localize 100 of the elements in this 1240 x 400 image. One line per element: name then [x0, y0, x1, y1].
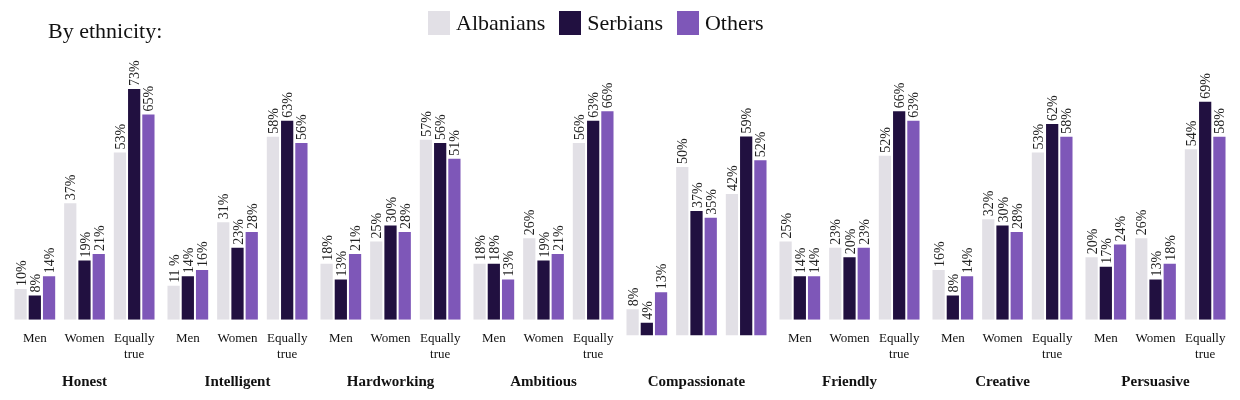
data-label: 28%	[1009, 202, 1025, 229]
data-label: 18%	[472, 234, 488, 261]
data-label: 18%	[319, 234, 335, 261]
x-axis-title: Compassionate	[647, 372, 746, 389]
x-tick-label: Women	[64, 330, 106, 346]
x-tick-label: Equally true	[266, 330, 308, 361]
x-tick-label: Women	[829, 330, 871, 346]
data-label: 21%	[348, 225, 364, 252]
x-tick-label: Equally true	[1031, 330, 1073, 361]
data-label: 58%	[265, 107, 281, 134]
data-label: 69%	[1198, 72, 1214, 99]
x-tick-label: Men	[1093, 330, 1119, 346]
data-label: 52%	[753, 131, 769, 158]
x-tick-label: Men	[328, 330, 354, 346]
data-label: 52%	[877, 126, 893, 153]
x-tick-label: Equally true	[113, 330, 155, 361]
data-label: 13%	[501, 250, 517, 277]
data-label: 8%	[625, 287, 641, 307]
data-label: 30%	[995, 196, 1011, 223]
x-tick-label: Women	[1135, 330, 1177, 346]
data-label: 14%	[960, 247, 976, 274]
x-tick-label: Men	[22, 330, 48, 346]
data-label: 10%	[13, 260, 29, 287]
data-label: 14%	[792, 247, 808, 274]
data-label: 66%	[600, 82, 616, 109]
legend-label: Others	[704, 10, 764, 36]
x-axis-title: Persuasive	[1121, 372, 1190, 389]
data-label: 25%	[778, 212, 794, 239]
data-label: 66%	[892, 82, 908, 109]
data-label: 19%	[77, 231, 93, 258]
data-label: 57%	[418, 110, 434, 137]
x-axis-title: Friendly	[822, 372, 878, 389]
data-label: 63%	[906, 91, 922, 118]
data-label: 14%	[180, 247, 196, 274]
data-label: 56%	[433, 113, 449, 140]
x-axis-title: Honest	[62, 372, 107, 389]
data-label: 42%	[724, 165, 740, 192]
data-label: 53%	[1030, 123, 1046, 150]
data-label: 18%	[1162, 234, 1178, 261]
data-label: 50%	[675, 137, 691, 164]
data-label: 14%	[807, 247, 823, 274]
x-tick-label: Women	[523, 330, 565, 346]
data-label: 65%	[141, 85, 157, 112]
data-label: 73%	[127, 60, 143, 86]
data-label: 37%	[689, 182, 705, 209]
data-label: 21%	[550, 225, 566, 252]
data-label: 20%	[1084, 228, 1100, 255]
x-tick-label: Equally true	[878, 330, 920, 361]
data-label: 58%	[1212, 107, 1228, 134]
data-label: 63%	[586, 91, 602, 118]
data-label: 25%	[369, 212, 385, 239]
data-label: 23%	[230, 218, 246, 245]
x-tick-label: Men	[787, 330, 813, 346]
x-tick-label: Women	[982, 330, 1024, 346]
data-label: 18%	[486, 234, 502, 261]
data-label: 13%	[1148, 250, 1164, 277]
data-label: 28%	[397, 202, 413, 229]
legend-label: Albanians	[456, 10, 546, 36]
x-axis-title: Intelligent	[204, 372, 271, 389]
data-label: 16%	[195, 240, 211, 267]
data-label: 32%	[981, 190, 997, 217]
data-label: 20%	[842, 228, 858, 255]
data-label: 21%	[91, 225, 107, 252]
data-label: 19%	[536, 231, 552, 258]
data-label: 13%	[333, 250, 349, 277]
data-label: 26%	[522, 209, 538, 236]
x-tick-label: Men	[175, 330, 201, 346]
x-tick-label: Women	[217, 330, 259, 346]
x-tick-label: Men	[940, 330, 966, 346]
data-label: 14%	[42, 247, 58, 274]
x-tick-label: Women	[370, 330, 412, 346]
data-label: 8%	[945, 273, 961, 293]
x-axis-title: Ambitious	[510, 372, 577, 389]
data-label: 37%	[63, 174, 79, 201]
data-label: 31%	[216, 193, 232, 220]
x-axis-title: Hardworking	[346, 372, 435, 389]
data-label: 30%	[383, 196, 399, 223]
data-label: 23%	[856, 218, 872, 245]
data-label: 58%	[1059, 107, 1075, 134]
data-label: 16%	[931, 240, 947, 267]
data-label: 56%	[294, 113, 310, 140]
data-label: 59%	[739, 107, 755, 134]
data-label: 62%	[1045, 94, 1061, 121]
legend-label: Serbians	[587, 10, 663, 36]
data-label: 24%	[1113, 215, 1129, 242]
x-tick-label: Equally true	[572, 330, 614, 361]
data-label: 8%	[27, 273, 43, 293]
data-label: 56%	[571, 113, 587, 140]
data-label: 28%	[244, 202, 260, 229]
chart-title: By ethnicity:	[48, 18, 163, 44]
data-label: 4%	[639, 300, 655, 320]
data-label: 63%	[280, 91, 296, 118]
data-label: 26%	[1134, 209, 1150, 236]
data-label: 13%	[654, 263, 670, 290]
data-label: 11 %	[166, 253, 182, 283]
data-label: 51%	[447, 129, 463, 156]
data-label: 17%	[1098, 237, 1114, 264]
data-label: 53%	[112, 123, 128, 150]
x-tick-label: Men	[481, 330, 507, 346]
data-label: 23%	[828, 218, 844, 245]
